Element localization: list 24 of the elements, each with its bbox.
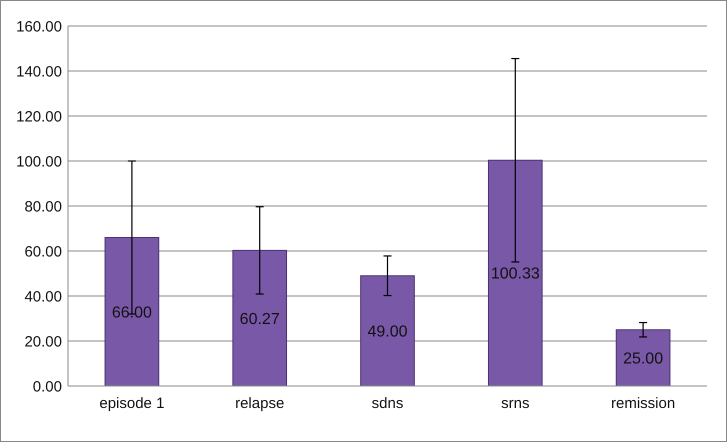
y-tick-label: 100.00 (16, 153, 62, 170)
y-tick-label: 60.00 (24, 243, 62, 260)
data-label: 49.00 (367, 323, 408, 340)
bar (488, 160, 543, 386)
x-tick-label: remission (611, 395, 676, 412)
y-tick-label: 20.00 (24, 333, 62, 350)
y-tick-label: 140.00 (16, 63, 62, 80)
y-tick-label: 160.00 (16, 18, 62, 36)
y-tick-label: 40.00 (24, 288, 62, 306)
y-tick-label: 0.00 (32, 378, 62, 396)
x-tick-label: srns (501, 395, 530, 412)
y-tick-label: 80.00 (24, 198, 62, 216)
bar (232, 250, 288, 386)
bar (104, 237, 160, 386)
data-label: 60.27 (240, 310, 280, 328)
bar (616, 329, 670, 386)
x-tick-label: sdns (372, 395, 404, 412)
x-tick-label: episode 1 (99, 395, 164, 412)
bar (360, 275, 415, 386)
x-tick-label: relapse (235, 395, 284, 412)
data-label: 25.00 (623, 350, 664, 368)
y-tick-label: 120.00 (16, 108, 62, 126)
data-label: 100.33 (490, 266, 540, 283)
data-label: 66.00 (112, 304, 152, 322)
